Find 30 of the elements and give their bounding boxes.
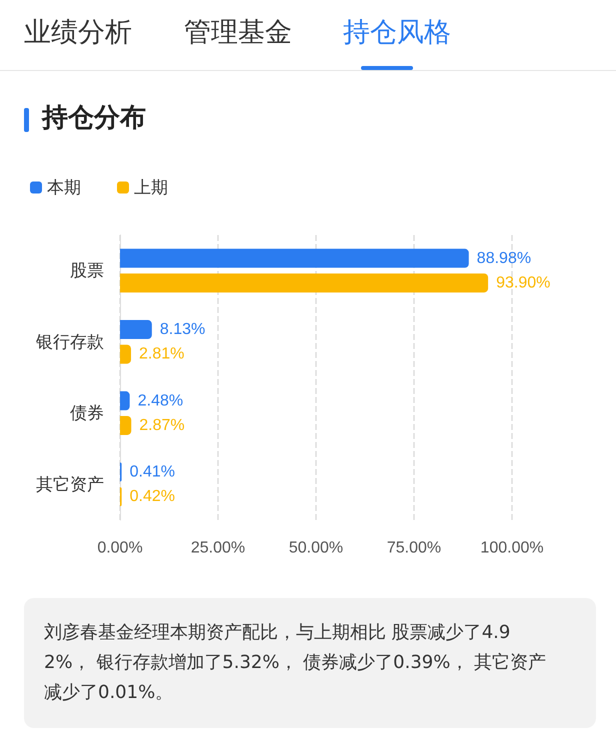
y-tick-label: 其它资产	[36, 474, 104, 494]
x-tick-label: 75.00%	[386, 540, 442, 556]
data-label: 2.87%	[139, 416, 185, 434]
data-label: 2.81%	[139, 346, 184, 363]
text: 业绩分析	[24, 16, 132, 50]
bar	[120, 391, 130, 410]
legend-label: 本期	[47, 178, 81, 197]
bar	[120, 344, 132, 364]
data-label: 93.90%	[496, 274, 550, 292]
y-tick-label: 银行存款	[35, 332, 104, 352]
x-tick-label: 25.00%	[190, 540, 246, 556]
bar	[120, 273, 488, 292]
data-label: 0.41%	[130, 464, 175, 481]
y-tick-label: 债券	[70, 404, 104, 423]
bar	[120, 248, 469, 268]
text: 持仓风格	[343, 16, 451, 50]
text: 管理基金	[184, 16, 292, 50]
data-label: 0.42%	[130, 488, 176, 506]
data-label: 88.98%	[476, 250, 532, 267]
text: 刘彦春基金经理本期资产配比，与上期相比 股票减少了4.92%， 银行存款增加了5.32%， 债券减少了0.39%， 其它资产减少了0.01%。	[24, 598, 596, 728]
bar	[120, 416, 132, 435]
legend-label: 上期	[134, 178, 168, 197]
data-label: 2.48%	[138, 392, 184, 410]
x-tick-label: 100.00%	[480, 540, 544, 556]
data-label: 8.13%	[160, 321, 206, 338]
bar	[120, 320, 152, 340]
x-tick-label: 0.00%	[97, 540, 143, 556]
y-tick-label: 股票	[70, 261, 104, 280]
x-tick-label: 50.00%	[288, 540, 344, 556]
chart-title: 持仓分布	[40, 102, 146, 135]
